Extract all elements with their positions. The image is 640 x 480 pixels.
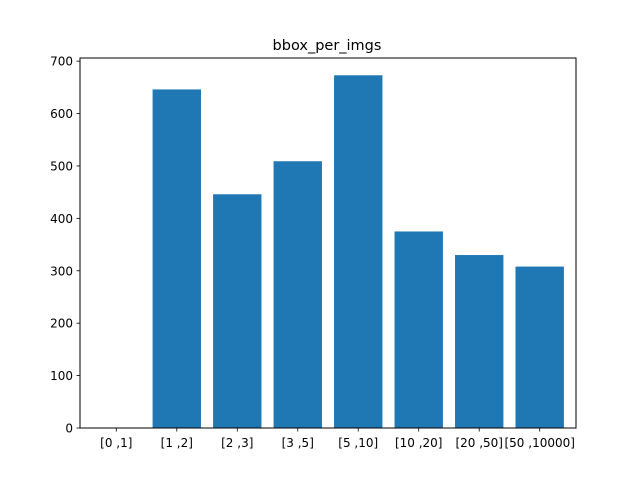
bar xyxy=(455,255,504,428)
y-tick-label: 200 xyxy=(50,317,73,331)
x-tick-label: [10 ,20] xyxy=(395,436,443,450)
y-axis: 0 100 200 300 400 500 600 700 xyxy=(50,55,80,436)
x-tick-label: [2 ,3] xyxy=(221,436,253,450)
y-tick-label: 700 xyxy=(50,55,73,69)
y-tick-label: 600 xyxy=(50,107,73,121)
x-axis: [0 ,1] [1 ,2] [2 ,3] [3 ,5] [5 ,10] [10 ,20] [… xyxy=(100,428,575,450)
bar xyxy=(515,266,564,428)
chart-title: bbox_per_imgs xyxy=(273,38,382,54)
x-tick-label: [20 ,50] xyxy=(455,436,503,450)
y-tick-label: 100 xyxy=(50,369,73,383)
y-tick-label: 400 xyxy=(50,212,73,226)
plot-frame xyxy=(79,57,577,429)
x-tick-label: [0 ,1] xyxy=(100,436,132,450)
bar xyxy=(213,194,262,428)
x-tick-label: [50 ,10000] xyxy=(504,436,574,450)
bar xyxy=(152,89,201,428)
bars-group xyxy=(152,75,564,429)
y-tick-label: 0 xyxy=(65,422,73,436)
bar xyxy=(394,231,443,428)
bar xyxy=(334,75,383,428)
bar xyxy=(273,161,322,429)
y-tick-label: 300 xyxy=(50,264,73,278)
x-tick-label: [1 ,2] xyxy=(161,436,193,450)
x-tick-label: [5 ,10] xyxy=(338,436,378,450)
x-tick-label: [3 ,5] xyxy=(282,436,314,450)
y-tick-label: 500 xyxy=(50,159,73,173)
